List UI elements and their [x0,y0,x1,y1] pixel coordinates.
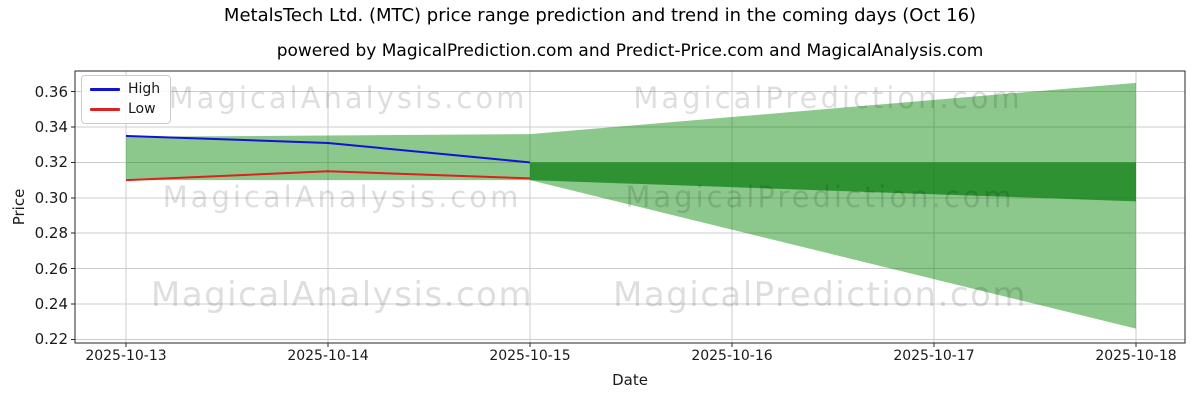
x-tick-label: 2025-10-15 [489,348,571,364]
x-tick-label: 2025-10-14 [287,348,369,364]
y-tick-label: 0.28 [34,224,68,243]
legend-label-high: High [128,81,161,97]
legend: High Low [81,75,172,124]
y-tick-label: 0.26 [34,259,68,278]
legend-label-low: Low [128,101,156,117]
y-tick-label: 0.24 [34,294,68,313]
y-tick-label: 0.32 [34,153,68,172]
legend-entry-low: Low [90,102,160,117]
x-axis-label: Date [612,371,648,389]
x-tick-label: 2025-10-17 [893,348,975,364]
y-tick-label: 0.30 [34,188,68,207]
high-line-swatch [90,88,120,91]
x-tick-label: 2025-10-13 [85,348,167,364]
y-tick-label: 0.36 [34,82,68,101]
y-tick-label: 0.22 [34,330,68,349]
y-tick-label: 0.34 [34,118,68,137]
chart-subtitle: powered by MagicalPrediction.com and Pre… [276,41,984,61]
legend-entry-high: High [90,82,160,97]
low-line-swatch [90,108,120,111]
x-tick-label: 2025-10-16 [691,348,773,364]
chart-title: MetalsTech Ltd. (MTC) price range predic… [223,5,977,26]
x-tick-label: 2025-10-18 [1095,348,1177,364]
